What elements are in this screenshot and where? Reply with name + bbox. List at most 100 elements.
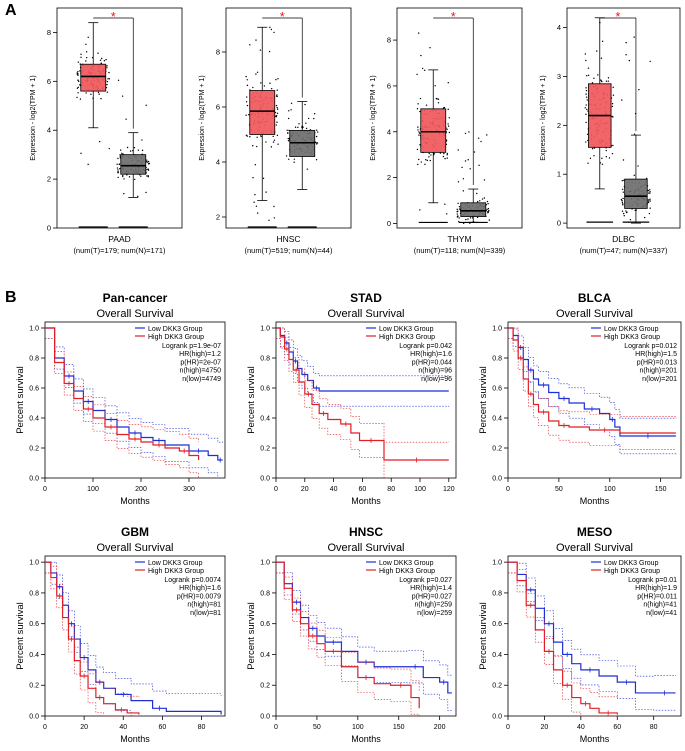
data-point xyxy=(417,163,419,166)
data-point xyxy=(287,132,289,134)
data-point xyxy=(425,159,427,161)
data-point xyxy=(445,139,448,141)
data-point xyxy=(417,103,419,105)
x-tick-label: 200 xyxy=(135,486,147,493)
survival-curve-low xyxy=(508,327,676,437)
y-tick-label: 0.6 xyxy=(260,621,270,628)
survival-curve-high xyxy=(45,561,140,715)
data-point xyxy=(79,84,81,86)
data-point xyxy=(100,97,102,100)
x-tick-label: 100 xyxy=(604,486,616,493)
stat-line: n(high)=4750 xyxy=(180,368,222,375)
panel-b-label: B xyxy=(5,289,17,306)
data-point xyxy=(100,62,103,64)
data-point xyxy=(418,134,420,136)
data-point xyxy=(106,65,108,67)
data-point xyxy=(147,169,150,171)
data-point xyxy=(254,193,256,196)
legend-label-low: Low DKK3 Group xyxy=(148,560,203,567)
survival-curve-high xyxy=(508,561,618,715)
data-point xyxy=(246,96,248,98)
stat-line: n(low)=96 xyxy=(421,376,452,383)
ci-upper-low xyxy=(508,561,676,677)
legend-label-low: Low DKK3 Group xyxy=(604,326,659,333)
plot-frame xyxy=(44,555,226,717)
data-point xyxy=(611,103,614,105)
stat-line: Logrank p=0.012 xyxy=(624,343,677,350)
y-tick-label: 2 xyxy=(557,121,561,130)
data-point xyxy=(86,56,88,59)
km-plot-gbm: GBM Overall Survival 0.0 0.2 0.4 0.6 0.8 1.0 0 20… xyxy=(15,525,226,744)
data-point xyxy=(625,211,628,214)
data-point xyxy=(107,78,109,80)
data-point xyxy=(120,149,122,151)
data-point xyxy=(444,203,446,205)
data-point xyxy=(608,157,611,159)
data-point xyxy=(584,53,587,55)
data-point xyxy=(593,155,595,157)
data-point xyxy=(591,82,594,84)
data-point xyxy=(259,135,262,137)
data-point xyxy=(141,149,144,152)
data-point xyxy=(315,159,318,161)
x-tick-label: 150 xyxy=(655,486,667,493)
data-point xyxy=(305,122,307,124)
data-point xyxy=(456,208,458,211)
data-point xyxy=(276,89,278,91)
data-point xyxy=(274,111,277,114)
data-point xyxy=(256,71,259,73)
data-point xyxy=(417,32,420,34)
data-point xyxy=(585,141,587,143)
data-point xyxy=(416,108,419,110)
data-point xyxy=(293,158,296,160)
x-tick-label: 0 xyxy=(43,724,47,731)
y-tick-label: 8 xyxy=(47,28,51,37)
data-point xyxy=(276,95,278,98)
data-point xyxy=(446,157,448,159)
data-point xyxy=(457,215,459,217)
sample-counts: (num(T)=179; num(N)=171) xyxy=(73,246,166,255)
data-point xyxy=(434,85,436,87)
data-point xyxy=(628,59,631,62)
data-point xyxy=(601,157,603,160)
x-tick-label: 40 xyxy=(577,724,585,731)
data-point xyxy=(418,132,421,134)
data-point xyxy=(480,140,482,143)
data-point xyxy=(442,155,445,158)
y-tick-label: 0 xyxy=(47,224,51,233)
data-point xyxy=(585,93,587,95)
data-point xyxy=(621,99,623,101)
data-point xyxy=(437,102,440,104)
km-subtitle: Overall Survival xyxy=(556,308,633,320)
data-point xyxy=(297,126,299,129)
stat-line: HR(high)=1.2 xyxy=(179,351,221,358)
data-point xyxy=(272,141,275,143)
data-point xyxy=(628,221,630,223)
data-point xyxy=(126,146,129,149)
data-point xyxy=(285,155,288,157)
data-point xyxy=(586,108,588,111)
data-point xyxy=(585,113,587,115)
survival-curve-high xyxy=(45,327,200,460)
data-point xyxy=(601,80,603,83)
data-point xyxy=(263,85,266,87)
data-point xyxy=(587,162,589,164)
data-point xyxy=(424,163,426,166)
boxplot-dlbc: 0 1 2 3 4 Expression - log2(TPM + 1) * DLBC (num… xyxy=(540,7,681,255)
y-tick-label: 0.6 xyxy=(260,386,270,393)
y-tick-label: 0.0 xyxy=(29,714,39,721)
y-tick-label: 8 xyxy=(216,48,220,57)
data-point xyxy=(633,133,636,135)
data-point xyxy=(433,152,435,155)
data-point xyxy=(277,78,279,80)
data-point xyxy=(103,60,106,62)
km-plot-meso: MESO Overall Survival 0.0 0.2 0.4 0.6 0.8 1.0 0 2… xyxy=(478,525,682,744)
sample-counts: (num(T)=118; num(N)=339) xyxy=(414,246,506,255)
stat-line: HR(high)=1.4 xyxy=(410,585,452,592)
data-point xyxy=(121,95,124,97)
legend-label-low: Low DKK3 Group xyxy=(604,560,659,567)
data-point xyxy=(585,87,587,89)
data-point xyxy=(76,96,78,99)
y-tick-label: 0.6 xyxy=(492,621,502,628)
data-point xyxy=(290,109,292,111)
